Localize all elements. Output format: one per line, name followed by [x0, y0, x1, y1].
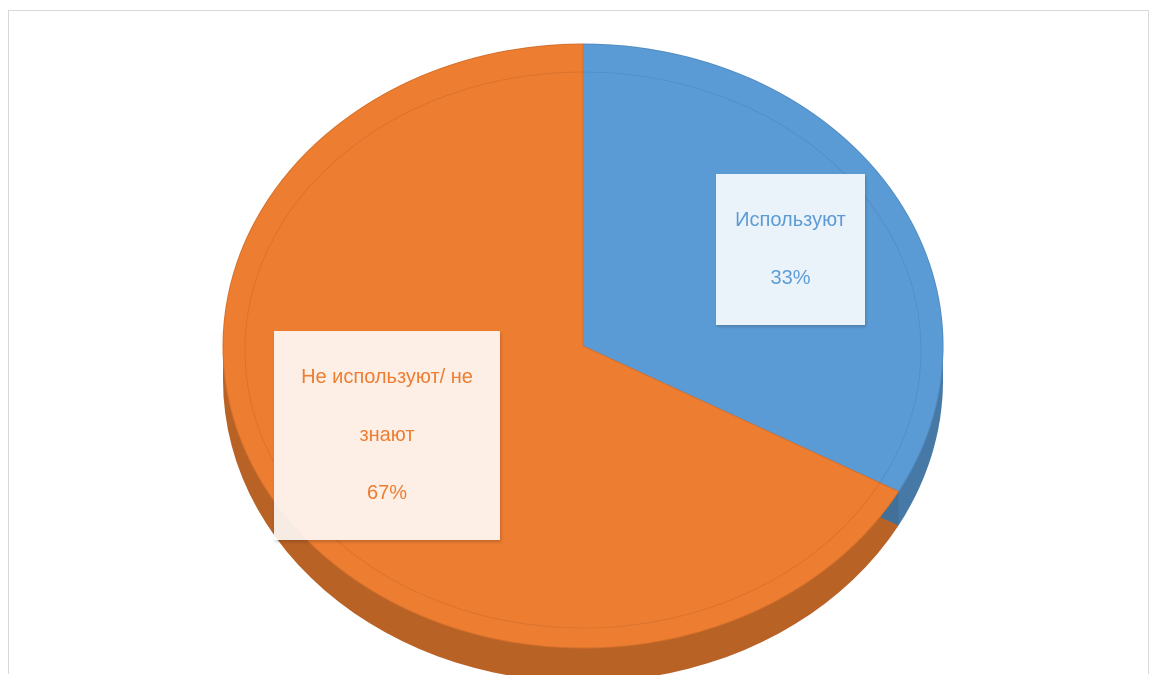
slice-label-using-name: Используют — [735, 209, 846, 231]
slice-label-not-using-name-1: Не используют/ не — [301, 366, 473, 388]
slice-label-not-using: Не используют/ не знают 67% — [274, 331, 500, 540]
slice-label-using: Используют 33% — [716, 174, 865, 325]
slice-label-using-value: 33% — [770, 267, 811, 289]
slice-label-not-using-value: 67% — [366, 482, 408, 504]
slice-label-not-using-name-2: знают — [359, 424, 415, 446]
pie-top-rim — [244, 71, 922, 629]
pie-side-using — [898, 346, 943, 526]
